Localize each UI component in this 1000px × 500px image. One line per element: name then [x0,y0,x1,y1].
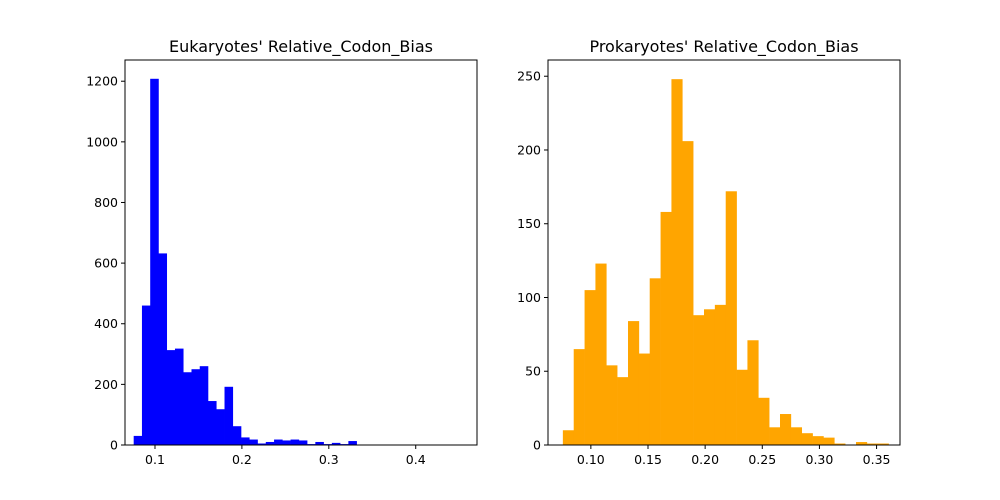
histogram-bar [573,349,585,445]
histogram-bar [257,443,267,445]
histogram-bar [298,440,308,445]
y-tick-label: 400 [94,316,118,331]
y-tick-label: 0 [533,438,541,453]
histogram-bar [274,439,283,445]
chart-title: Eukaryotes' Relative_Codon_Bias [169,37,433,57]
y-axis: 0 200 400 600 800 1000 1200 [86,74,125,453]
histogram-bar [671,79,683,446]
x-axis: 0.1 0.2 0.3 0.4 [145,445,426,467]
histogram-bar [714,304,727,445]
x-tick-label: 0.4 [406,452,426,467]
plot-frame [547,59,901,446]
histogram-bar [199,366,209,445]
histogram-bar [584,290,596,445]
y-tick-label: 200 [94,377,118,392]
y-tick-label: 200 [517,142,541,157]
x-tick-label: 0.1 [145,452,165,467]
histogram-bar [823,437,835,445]
histogram-bar [133,435,143,445]
x-tick-label: 0.30 [806,452,834,467]
y-tick-label: 0 [110,438,118,453]
histogram-bar [725,191,737,445]
histogram-bar [183,372,192,445]
x-axis: 0.10 0.15 0.20 0.25 0.30 0.35 [577,445,891,467]
histogram-bar [265,441,275,445]
plot-frame [124,59,478,446]
y-tick-label: 100 [517,290,541,305]
x-tick-label: 0.10 [577,452,605,467]
histogram-bar [682,141,694,446]
y-tick-label: 600 [94,256,118,271]
histogram-bar [780,414,792,445]
histogram-bar [282,440,291,445]
x-tick-label: 0.15 [634,452,662,467]
histogram-bar [790,427,803,445]
histogram-bar [241,437,250,445]
histogram-bar [801,433,813,445]
histogram-bar [877,443,889,445]
histogram-bar [660,211,672,445]
histogram-bar [856,442,868,445]
histogram-bar [224,386,234,445]
chart-title: Prokaryotes' Relative_Codon_Bias [589,37,858,57]
histogram-bar [812,436,824,445]
histogram-bar [649,278,661,445]
x-tick-label: 0.20 [691,452,719,467]
histogram-bar [617,377,629,445]
bar-group [133,78,357,445]
x-tick-label: 0.2 [232,452,252,467]
y-tick-label: 1000 [86,134,118,149]
histogram-bar [758,397,770,445]
histogram-bar [158,253,168,445]
histogram-bar [348,441,357,445]
bar-group [562,79,889,446]
histogram-bar [834,443,846,445]
histogram-bar [769,427,781,445]
histogram-bar [208,401,217,445]
histogram-bar [216,409,225,445]
histogram-bar [866,443,879,445]
x-tick-label: 0.35 [863,452,891,467]
histogram-bar [249,439,258,445]
histogram-bar [166,350,176,445]
histogram-bar [747,340,759,445]
prokaryotes-histogram: Prokaryotes' Relative_Codon_Bias 0 50 100 1… [517,37,901,467]
x-tick-label: 0.3 [319,452,339,467]
histogram-bar [628,321,640,445]
histogram-bar [150,78,159,445]
histogram-bar [191,369,201,445]
y-tick-label: 250 [517,69,541,84]
histogram-bar [693,315,705,445]
histogram-bar [704,309,716,445]
histogram-bar [315,441,324,445]
histogram-bar [638,353,651,445]
histogram-bar [290,439,300,445]
x-tick-label: 0.25 [748,452,776,467]
histogram-bar [595,263,607,445]
histogram-bar [606,365,618,445]
histogram-bar [141,305,151,445]
eukaryotes-histogram: Eukaryotes' Relative_Codon_Bias 0 200 400 6… [86,37,478,467]
y-tick-label: 50 [525,364,541,379]
histogram-bar [232,426,242,445]
y-axis: 0 50 100 150 200 250 [517,69,548,453]
y-tick-label: 800 [94,195,118,210]
y-tick-label: 150 [517,216,541,231]
histogram-bar [736,369,748,445]
histogram-bar [562,430,575,445]
y-tick-label: 1200 [86,74,118,89]
histogram-bar [174,348,184,445]
histogram-bar [331,442,341,445]
